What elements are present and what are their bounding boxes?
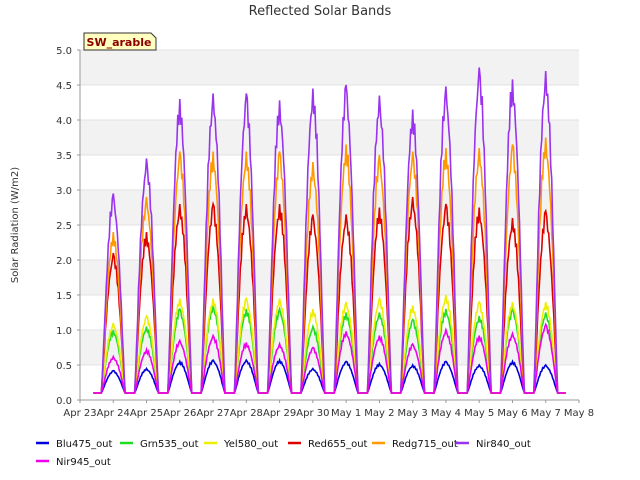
x-tick-label: May 4 (431, 408, 461, 419)
badge: SW_arable (83, 32, 157, 51)
legend-label: Blu475_out (56, 439, 113, 450)
legend-item-red655_out: Red655_out (288, 439, 368, 450)
x-tick-label: Apr 26 (163, 408, 196, 419)
y-tick-label: 2.5 (56, 221, 72, 232)
legend-item-redg715_out: Redg715_out (372, 439, 458, 450)
grid-bands (80, 50, 579, 365)
legend-item-yel580_out: Yel580_out (204, 439, 278, 450)
badge-box (83, 32, 157, 51)
x-tick-label: Apr 24 (97, 408, 130, 419)
x-tick-label: May 8 (564, 408, 594, 419)
y-tick-label: 1.5 (56, 291, 72, 302)
grid-band (80, 50, 579, 85)
legend-label: Grn535_out (140, 439, 199, 450)
x-tick-label: May 3 (398, 408, 428, 419)
y-tick-label: 4.0 (56, 116, 72, 127)
legend-label: Nir945_out (56, 457, 111, 468)
x-tick-label: Apr 28 (230, 408, 263, 419)
y-tick-label: 0.5 (56, 361, 72, 372)
x-tick-label: Apr 27 (196, 408, 229, 419)
grid-band (80, 260, 579, 295)
x-tick-label: May 6 (497, 408, 527, 419)
y-ticks: 0.0 0.5 1.0 1.5 2.0 2.5 3.0 3.5 4.0 4.5 5.0 (56, 46, 80, 407)
y-tick-label: 5.0 (56, 46, 72, 57)
x-tick-label: May 2 (364, 408, 394, 419)
y-tick-label: 1.0 (56, 326, 72, 337)
x-tick-label: May 5 (464, 408, 494, 419)
legend-item-blu475_out: Blu475_out (36, 439, 113, 450)
x-tick-label: May 7 (531, 408, 561, 419)
legend-label: Red655_out (308, 439, 368, 450)
y-tick-label: 2.0 (56, 256, 72, 267)
legend-label: Yel580_out (223, 439, 278, 450)
chart-title: Reflected Solar Bands (249, 4, 392, 19)
legend-item-nir945_out: Nir945_out (36, 457, 111, 468)
badge-label: SW_arable (87, 36, 152, 49)
x-tick-label: May 1 (331, 408, 361, 419)
legend-item-nir840_out: Nir840_out (456, 439, 531, 450)
legend-label: Redg715_out (392, 439, 458, 450)
grid-band (80, 120, 579, 155)
y-tick-label: 0.0 (56, 396, 72, 407)
grid-band (80, 330, 579, 365)
series-line-nir945_out (93, 322, 566, 394)
y-tick-label: 4.5 (56, 81, 72, 92)
y-axis-label: Solar Radiation (W/m2) (10, 167, 21, 283)
series-layer (93, 67, 566, 394)
x-tick-label: Apr 25 (130, 408, 163, 419)
x-tick-label: Apr 29 (263, 408, 296, 419)
x-tick-label: Apr 30 (296, 408, 329, 419)
x-tick-label: Apr 23 (63, 408, 96, 419)
y-tick-label: 3.0 (56, 186, 72, 197)
x-ticks: Apr 23 Apr 24 Apr 25 Apr 26 Apr 27 Apr 28 Apr … (63, 400, 594, 419)
y-tick-label: 3.5 (56, 151, 72, 162)
grid-band (80, 190, 579, 225)
legend: Blu475_out Grn535_out Yel580_out Red655_out… (36, 439, 531, 468)
legend-label: Nir840_out (476, 439, 531, 450)
legend-item-grn535_out: Grn535_out (120, 439, 199, 450)
